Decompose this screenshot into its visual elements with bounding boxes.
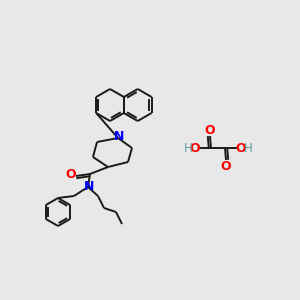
Text: O: O: [205, 124, 215, 136]
Text: N: N: [84, 181, 94, 194]
Text: N: N: [114, 130, 124, 143]
Text: H: H: [244, 142, 252, 154]
Text: O: O: [190, 142, 200, 154]
Text: H: H: [184, 142, 192, 154]
Text: O: O: [236, 142, 246, 154]
Text: O: O: [66, 169, 76, 182]
Text: O: O: [221, 160, 231, 172]
